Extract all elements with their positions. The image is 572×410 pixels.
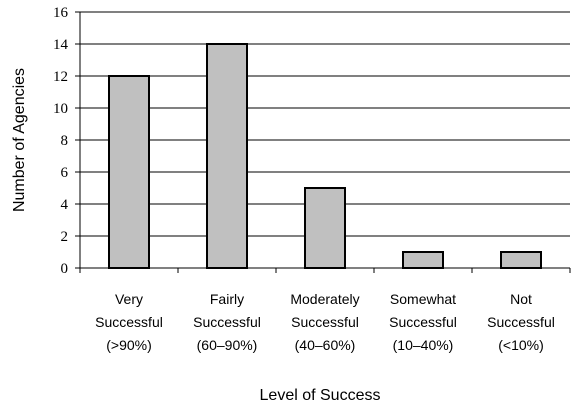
bar [402,251,444,269]
x-tick-label: (>90%) [106,337,152,353]
y-tick-label: 14 [53,37,69,53]
x-tick-label: Somewhat [390,291,456,307]
axes [75,11,571,273]
x-tick-label: Successful [389,314,457,330]
x-tick-label: Not [510,291,532,307]
x-tick-label: Very [115,291,143,307]
y-tick-labels: 0 2 4 6 8 10 12 14 16 [53,5,69,277]
bar [500,251,542,269]
bars [108,43,542,269]
y-tick-label: 4 [61,197,69,213]
bar [304,187,346,269]
bar [206,43,248,269]
y-tick-label: 0 [61,261,69,277]
x-tick-label: (10–40%) [393,337,454,353]
gridlines [80,11,570,237]
y-axis-label: Number of Agencies [11,68,28,212]
y-tick-label: 6 [61,165,69,181]
y-tick-label: 2 [61,229,69,245]
x-tick-label: (40–60%) [295,337,356,353]
x-tick-label: Successful [291,314,359,330]
x-tick-label: (60–90%) [197,337,258,353]
x-tick-label: Successful [487,314,555,330]
x-tick-label: (<10%) [498,337,544,353]
x-axis-label: Level of Success [260,387,381,404]
y-tick-label: 12 [53,69,68,85]
x-tick-label: Moderately [290,291,359,307]
x-tick-label: Fairly [210,291,244,307]
y-tick-label: 10 [53,101,68,117]
x-tick-label: Successful [95,314,163,330]
x-tick-labels: Very Successful (>90%) Fairly Successful (60–… [95,291,555,353]
y-tick-label: 16 [53,5,69,21]
bar [108,75,150,269]
y-tick-label: 8 [61,133,69,149]
x-tick-label: Successful [193,314,261,330]
